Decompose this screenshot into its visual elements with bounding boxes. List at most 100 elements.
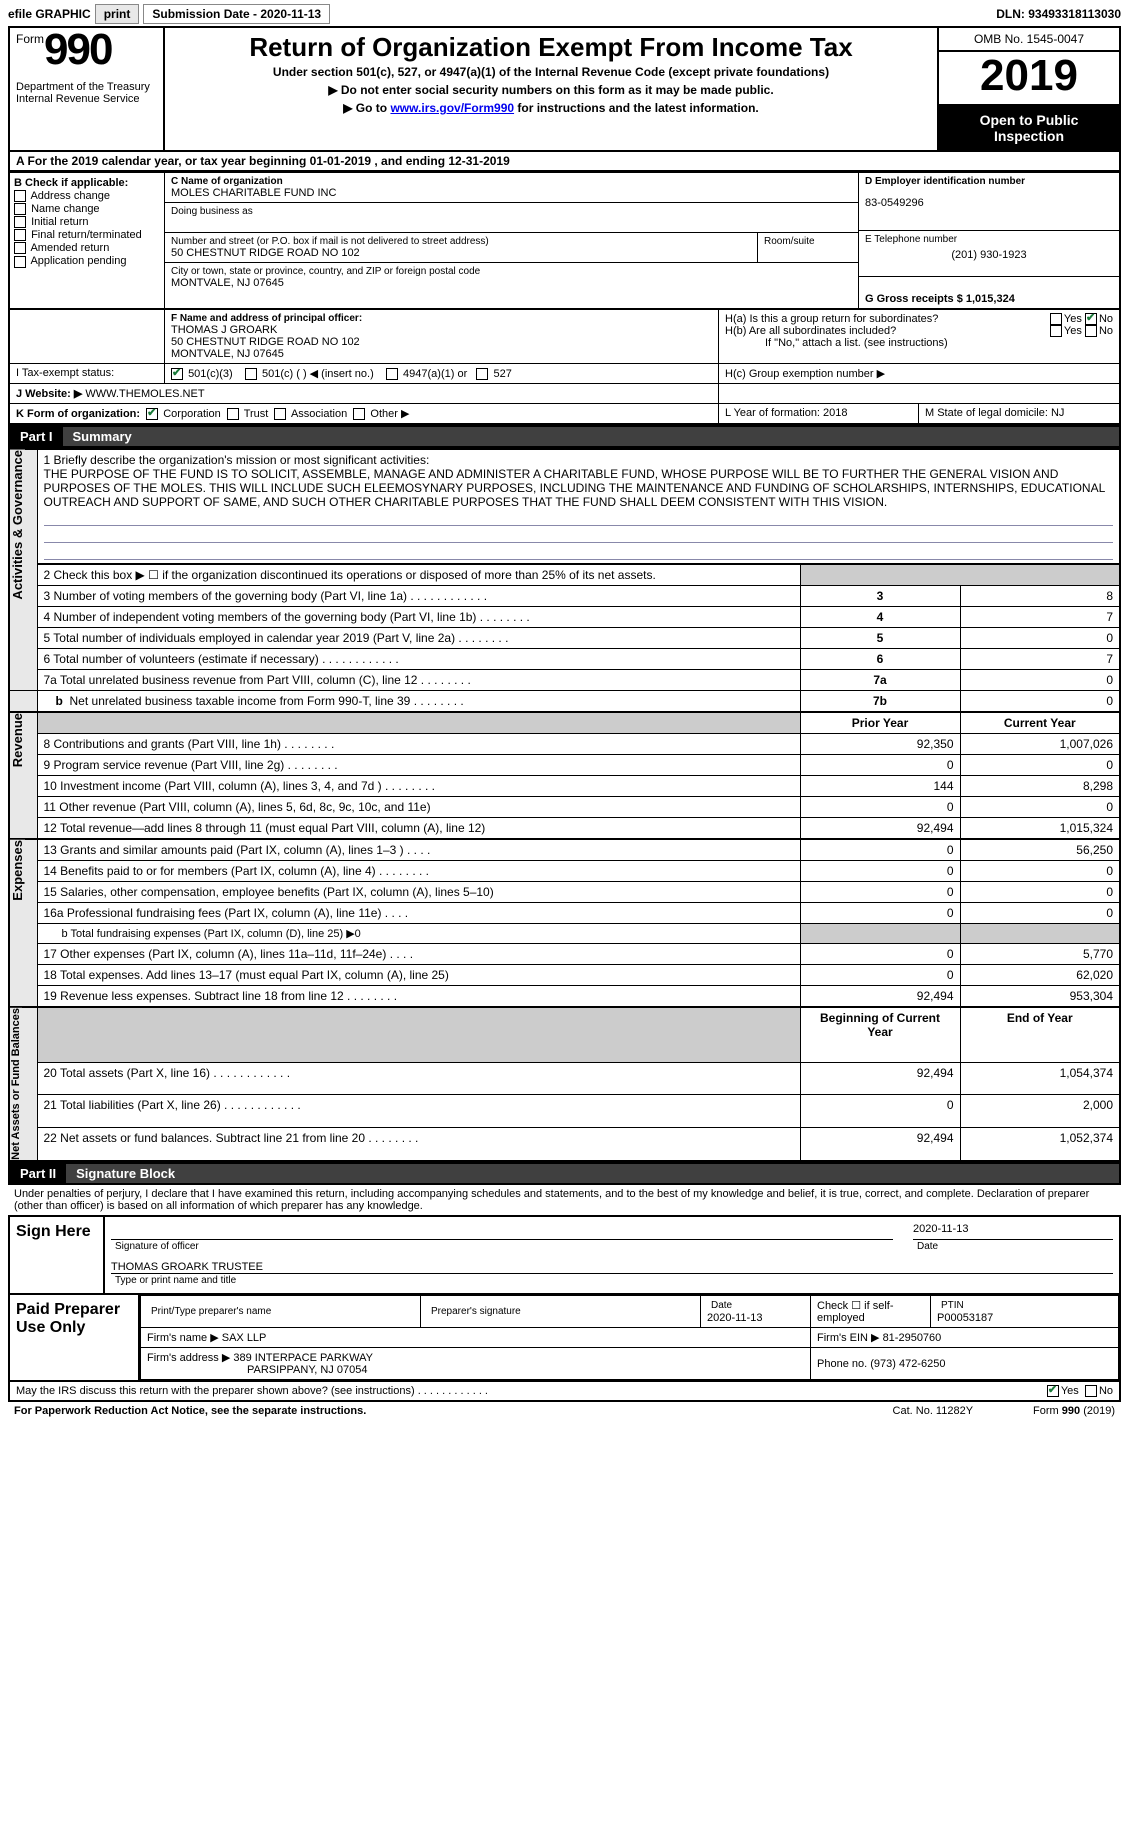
print-button[interactable]: print [95, 4, 140, 24]
addr: 50 CHESTNUT RIDGE ROAD NO 102 [171, 247, 751, 259]
may-irs-row: May the IRS discuss this return with the… [8, 1382, 1121, 1400]
val4: 7 [960, 607, 1120, 628]
end-year-hdr: End of Year [960, 1007, 1120, 1062]
val7a: 0 [960, 670, 1120, 691]
chk-other[interactable] [353, 408, 365, 420]
line10: 10 Investment income (Part VIII, column … [44, 779, 436, 793]
m-label: M State of legal domicile: NJ [919, 404, 1119, 423]
paid-preparer: Paid Preparer Use Only [10, 1295, 140, 1380]
dba-label: Doing business as [171, 206, 852, 217]
line1-label: 1 Briefly describe the organization's mi… [44, 453, 1114, 467]
chk-pending[interactable] [14, 256, 26, 268]
part1-header: Part I Summary [8, 425, 1121, 448]
val5: 0 [960, 628, 1120, 649]
part2-header: Part II Signature Block [8, 1162, 1121, 1185]
line16a: 16a Professional fundraising fees (Part … [44, 906, 409, 920]
footer: For Paperwork Reduction Act Notice, see … [8, 1400, 1121, 1420]
vert-activities: Activities & Governance [10, 450, 25, 600]
beg-year-hdr: Beginning of Current Year [800, 1007, 960, 1062]
tax-year: 2019 [939, 52, 1119, 106]
may-yes[interactable] [1047, 1385, 1059, 1397]
goto-note: ▶ Go to www.irs.gov/Form990 for instruct… [173, 101, 929, 115]
chk-final[interactable] [14, 229, 26, 241]
ha-no[interactable] [1085, 313, 1097, 325]
hb-note: If "No," attach a list. (see instruction… [725, 337, 1113, 349]
penalties-text: Under penalties of perjury, I declare th… [8, 1185, 1121, 1215]
chk-name[interactable] [14, 203, 26, 215]
website: WWW.THEMOLES.NET [85, 388, 204, 400]
val3: 8 [960, 586, 1120, 607]
chk-501c[interactable] [245, 368, 257, 380]
line19: 19 Revenue less expenses. Subtract line … [44, 989, 398, 1003]
k-label: K Form of organization: [16, 408, 140, 420]
sig-date: 2020-11-13 [913, 1223, 1113, 1240]
submission-date: Submission Date - 2020-11-13 [143, 4, 330, 24]
line14: 14 Benefits paid to or for members (Part… [44, 864, 429, 878]
line5: 5 Total number of individuals employed i… [44, 631, 509, 645]
chk-4947[interactable] [386, 368, 398, 380]
chk-501c3[interactable] [171, 368, 183, 380]
val7b: 0 [960, 691, 1120, 713]
firm-city: PARSIPPANY, NJ 07054 [247, 1364, 367, 1376]
form-footer: Form 990 (2019) [1033, 1405, 1115, 1417]
line4: 4 Number of independent voting members o… [44, 610, 530, 624]
efile-label: efile GRAPHIC [8, 7, 91, 21]
row-i: I Tax-exempt status: 501(c)(3) 501(c) ( … [8, 364, 1121, 384]
chk-527[interactable] [476, 368, 488, 380]
chk-amended[interactable] [14, 242, 26, 254]
form-header: Form990 Department of the Treasury Inter… [8, 26, 1121, 152]
self-employed: Check ☐ if self-employed [811, 1296, 931, 1328]
mission-text: THE PURPOSE OF THE FUND IS TO SOLICIT, A… [44, 467, 1114, 509]
dln: DLN: 93493318113030 [996, 7, 1121, 21]
line8: 8 Contributions and grants (Part VIII, l… [44, 737, 335, 751]
val6: 7 [960, 649, 1120, 670]
may-no[interactable] [1085, 1385, 1097, 1397]
officer-type-label: Type or print name and title [111, 1274, 1113, 1287]
irs-link[interactable]: www.irs.gov/Form990 [390, 101, 514, 115]
row-a: A For the 2019 calendar year, or tax yea… [8, 152, 1121, 171]
line7b: Net unrelated business taxable income fr… [70, 694, 464, 708]
hb-label: H(b) Are all subordinates included? [725, 325, 1050, 337]
topbar: efile GRAPHIC print Submission Date - 20… [8, 4, 1121, 24]
line2: 2 Check this box ▶ ☐ if the organization… [37, 564, 800, 586]
summary-table: Activities & Governance 1 Briefly descri… [8, 448, 1121, 1162]
chk-address[interactable] [14, 190, 26, 202]
b-header: B Check if applicable: [14, 177, 160, 189]
line13: 13 Grants and similar amounts paid (Part… [44, 843, 431, 857]
sign-here: Sign Here [10, 1217, 105, 1293]
sig-date-label: Date [913, 1240, 1113, 1253]
line3: 3 Number of voting members of the govern… [44, 589, 488, 603]
chk-corp[interactable] [146, 408, 158, 420]
g-label: G Gross receipts $ 1,015,324 [865, 293, 1015, 305]
org-name: MOLES CHARITABLE FUND INC [171, 187, 852, 199]
row-j: J Website: ▶ WWW.THEMOLES.NET [8, 384, 1121, 404]
l-label: L Year of formation: 2018 [719, 404, 919, 423]
open-public: Open to Public Inspection [939, 106, 1119, 150]
chk-initial[interactable] [14, 216, 26, 228]
vert-expenses: Expenses [10, 840, 25, 901]
i-label: I Tax-exempt status: [10, 364, 165, 383]
cat-no: Cat. No. 11282Y [893, 1405, 974, 1417]
firm-phone: (973) 472-6250 [870, 1358, 945, 1370]
line18: 18 Total expenses. Add lines 13–17 (must… [37, 965, 800, 986]
city-label: City or town, state or province, country… [171, 266, 852, 277]
signature-block: Sign Here 2020-11-13 Signature of office… [8, 1215, 1121, 1295]
chk-assoc[interactable] [274, 408, 286, 420]
line12: 12 Total revenue—add lines 8 through 11 … [37, 818, 800, 840]
vert-netassets: Net Assets or Fund Balances [10, 1008, 22, 1160]
line11: 11 Other revenue (Part VIII, column (A),… [37, 797, 800, 818]
chk-trust[interactable] [227, 408, 239, 420]
line20: 20 Total assets (Part X, line 16) [44, 1066, 291, 1080]
hb-yes[interactable] [1050, 325, 1062, 337]
sig-officer-label: Signature of officer [111, 1240, 913, 1253]
hc-label: H(c) Group exemption number ▶ [719, 364, 1119, 383]
firm-ein: 81-2950760 [883, 1332, 942, 1344]
hb-no[interactable] [1085, 325, 1097, 337]
officer-addr2: MONTVALE, NJ 07645 [171, 348, 712, 360]
line17: 17 Other expenses (Part IX, column (A), … [44, 947, 414, 961]
line21: 21 Total liabilities (Part X, line 26) [44, 1098, 301, 1112]
may-irs: May the IRS discuss this return with the… [16, 1385, 488, 1397]
e-label: E Telephone number [865, 234, 1113, 245]
city: MONTVALE, NJ 07645 [171, 277, 852, 289]
ha-yes[interactable] [1050, 313, 1062, 325]
